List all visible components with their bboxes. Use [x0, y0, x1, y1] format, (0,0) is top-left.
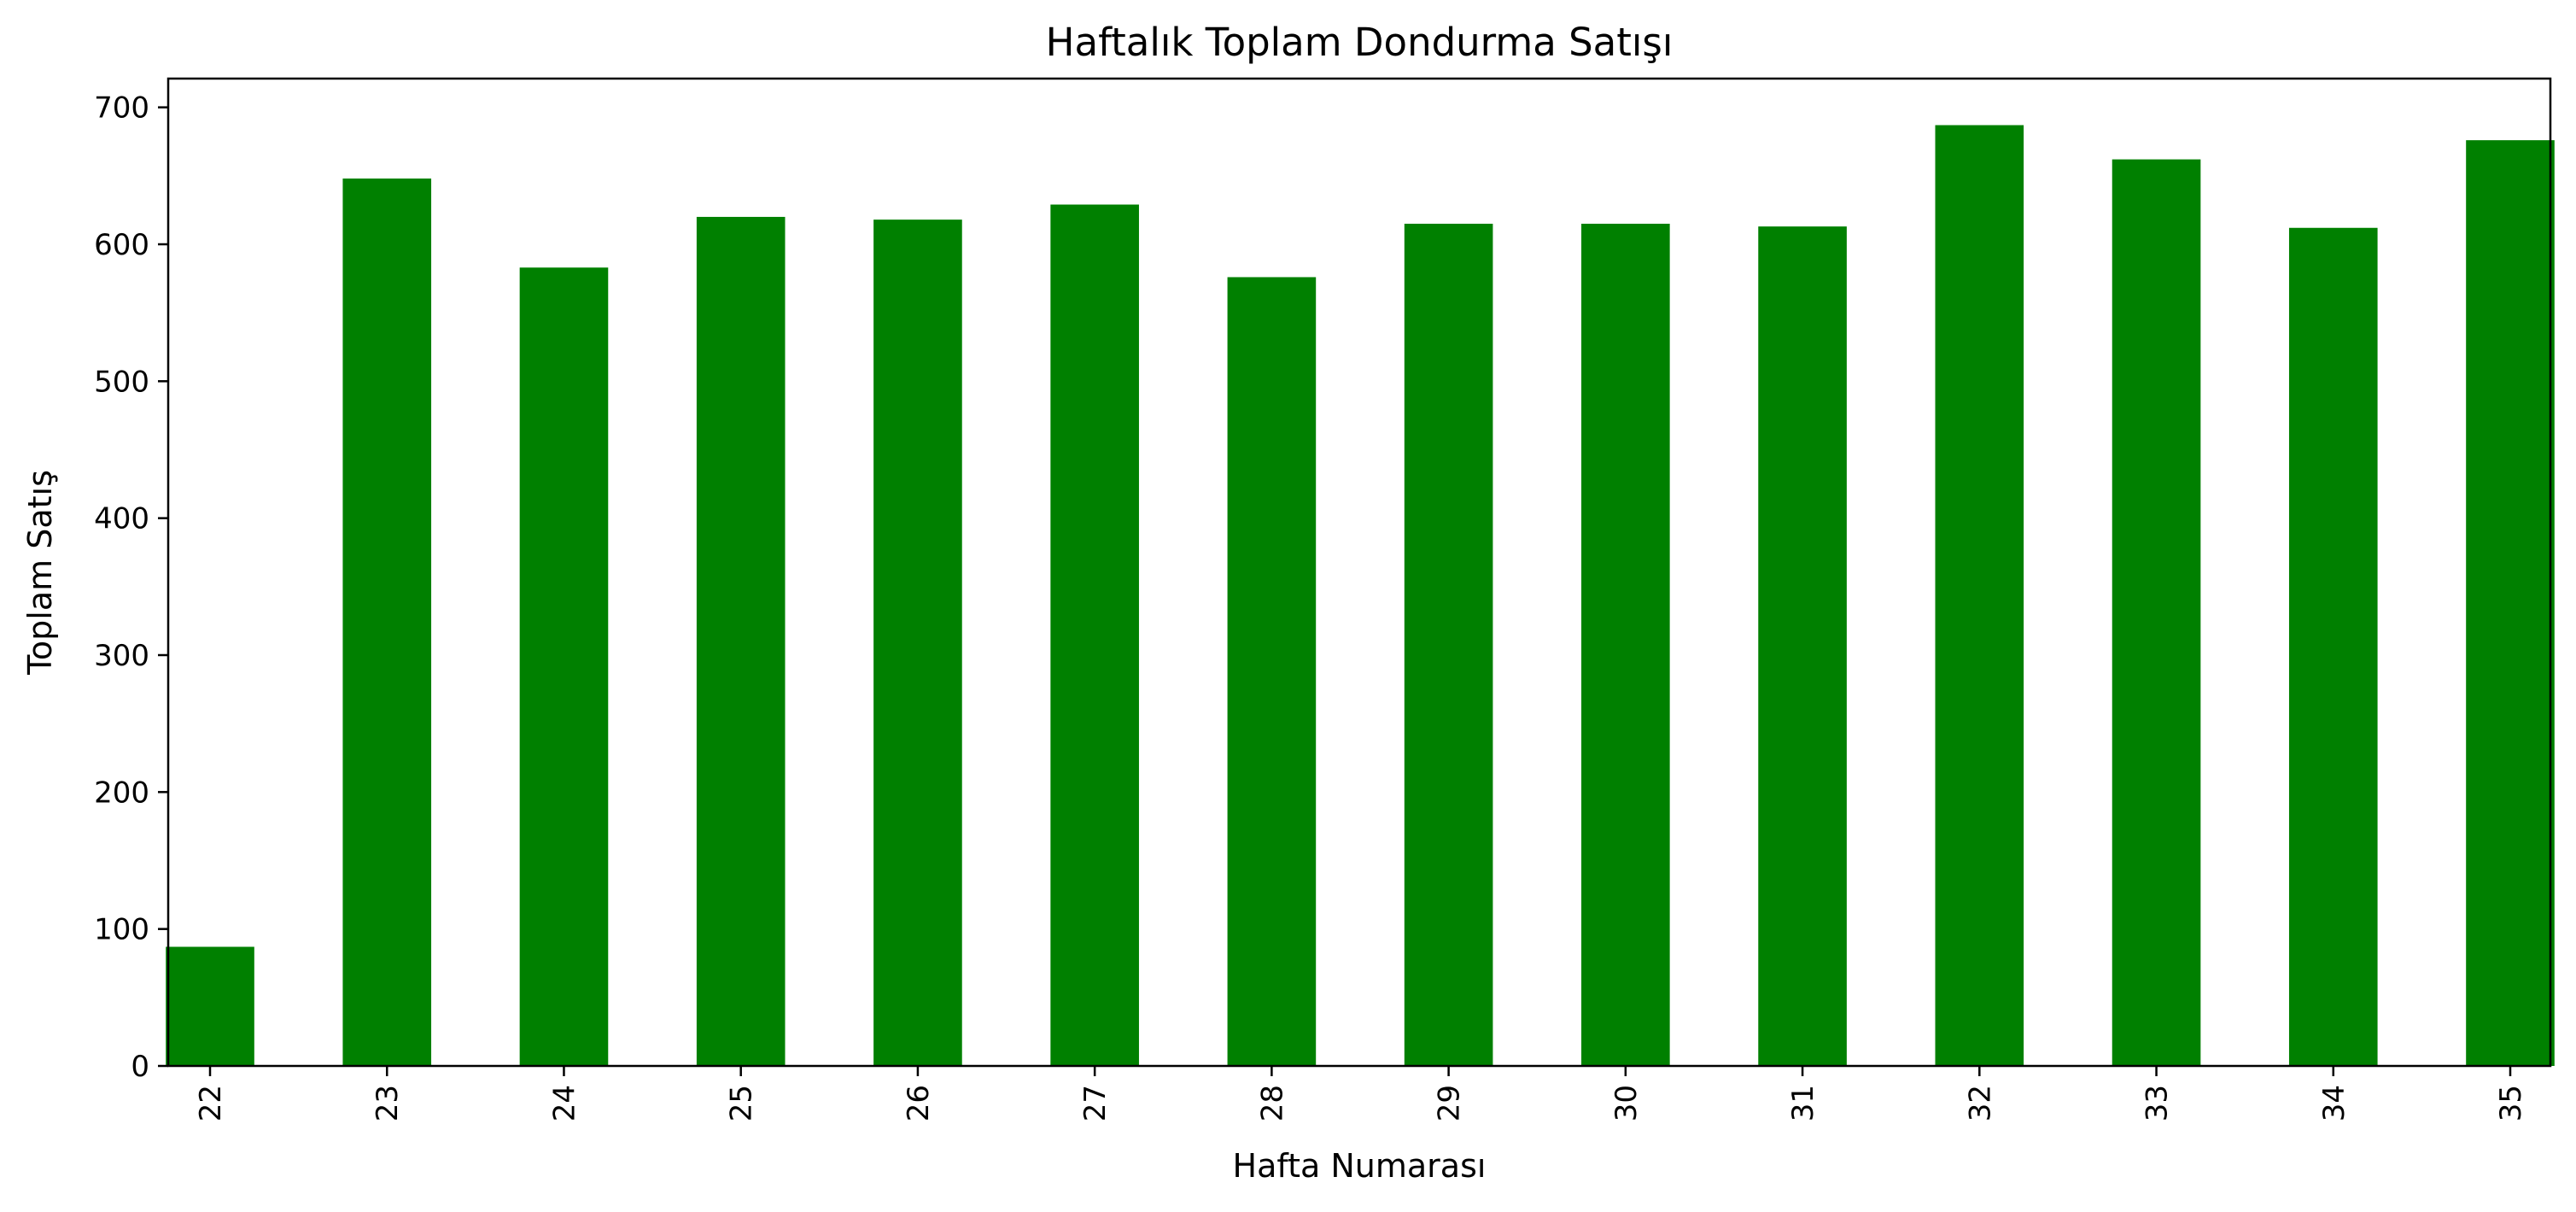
y-tick-label: 0	[131, 1050, 149, 1084]
x-tick-label: 24	[547, 1085, 581, 1121]
plot-frame	[166, 77, 2552, 1068]
x-tick-label: 33	[2141, 1085, 2175, 1121]
bar-week-23	[342, 179, 432, 1067]
bars-group	[166, 125, 2555, 1067]
x-tick-label: 23	[371, 1085, 405, 1121]
x-tick-label: 31	[1786, 1085, 1820, 1121]
y-axis: 0 100 200 300 400 500 600 700	[94, 91, 168, 1084]
bar-week-24	[519, 267, 609, 1066]
x-axis-title: Hafta Numarası	[1233, 1147, 1487, 1185]
bar-week-33	[2112, 159, 2201, 1066]
x-tick-label: 35	[2494, 1085, 2528, 1121]
x-tick-label: 27	[1078, 1085, 1113, 1121]
y-tick-label: 100	[94, 913, 149, 947]
x-tick-label: 28	[1255, 1085, 1289, 1121]
x-tick-label: 29	[1433, 1085, 1467, 1121]
bar-week-27	[1050, 204, 1139, 1067]
x-tick-label: 34	[2317, 1085, 2351, 1121]
bar-week-32	[1935, 125, 2024, 1066]
x-tick-label: 25	[725, 1085, 759, 1121]
x-axis: 22 23 24 25 26 27 28 29 30 31 32 33 34 35	[194, 1066, 2528, 1121]
bar-week-29	[1404, 223, 1493, 1066]
bar-week-35	[2466, 140, 2555, 1067]
bar-week-34	[2288, 227, 2378, 1066]
bar-week-28	[1227, 277, 1317, 1066]
x-tick-label: 32	[1963, 1085, 1997, 1121]
y-tick-label: 600	[94, 228, 149, 262]
bar-week-22	[166, 946, 254, 1066]
y-tick-label: 700	[94, 91, 149, 126]
y-axis-title: Toplam Satış	[21, 470, 59, 676]
bar-week-31	[1758, 226, 1847, 1066]
bar-week-26	[873, 220, 962, 1067]
y-tick-label: 300	[94, 639, 149, 673]
x-tick-label: 26	[902, 1085, 936, 1121]
chart-title: Haftalık Toplam Dondurma Satışı	[1046, 20, 1674, 65]
x-tick-label: 22	[194, 1085, 228, 1121]
bar-week-30	[1581, 223, 1670, 1066]
x-tick-label: 30	[1609, 1085, 1644, 1121]
y-tick-label: 500	[94, 365, 149, 399]
bar-week-25	[696, 216, 786, 1066]
y-tick-label: 200	[94, 776, 149, 810]
y-tick-label: 400	[94, 502, 149, 536]
